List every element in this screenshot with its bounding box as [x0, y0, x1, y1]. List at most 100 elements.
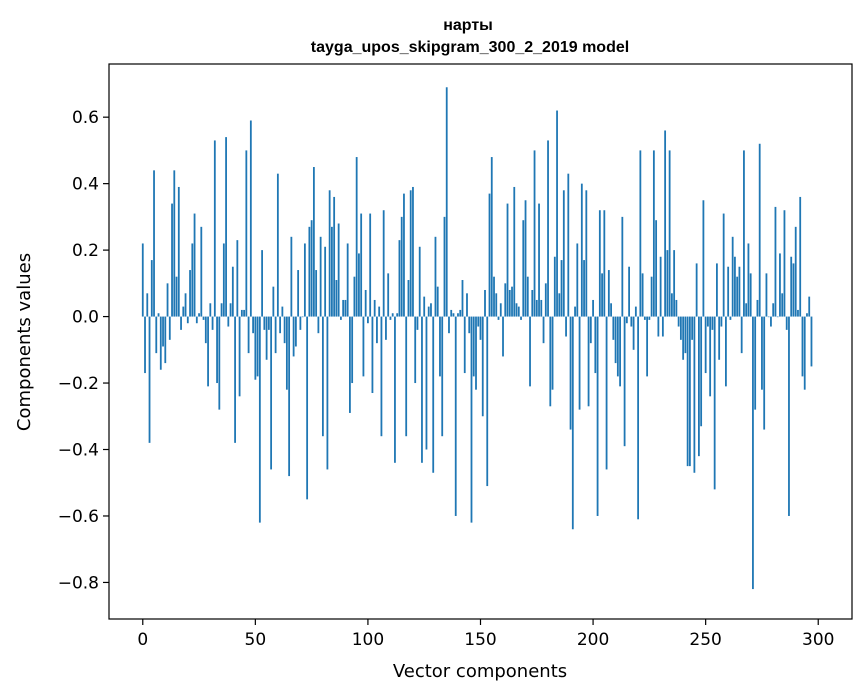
bar-294: [803, 316, 806, 390]
bar-95: [355, 157, 358, 317]
bar-253: [711, 316, 714, 330]
bar-235: [670, 293, 673, 317]
bar-185: [558, 293, 561, 317]
bar-176: [538, 203, 540, 317]
bar-228: [655, 220, 658, 317]
bar-26: [200, 226, 203, 317]
bar-214: [623, 316, 626, 447]
bar-200: [592, 299, 594, 317]
bar-149: [477, 316, 480, 327]
bar-238: [677, 316, 680, 327]
bar-108: [385, 316, 387, 340]
bar-23: [193, 213, 196, 317]
bar-241: [684, 316, 687, 354]
bar-94: [353, 276, 356, 317]
bar-83: [328, 190, 331, 317]
bar-135: [445, 87, 448, 317]
bar-138: [452, 313, 455, 317]
bar-207: [607, 270, 610, 317]
bar-255: [716, 263, 718, 317]
bar-128: [430, 303, 432, 317]
bar-42: [236, 240, 239, 317]
bar-198: [587, 316, 590, 407]
bar-275: [761, 316, 763, 390]
bar-173: [531, 289, 534, 317]
bar-2: [146, 293, 149, 317]
bar-125: [423, 296, 426, 317]
bar-116: [403, 193, 405, 317]
bar-159: [499, 303, 502, 317]
bar-48: [249, 120, 252, 317]
bar-32: [213, 140, 216, 317]
bar-104: [376, 316, 378, 344]
x-tick-label: 100: [352, 630, 384, 650]
bar-205: [603, 210, 606, 317]
bar-278: [767, 316, 770, 318]
bar-248: [700, 316, 703, 427]
bar-11: [166, 283, 169, 317]
bar-279: [770, 316, 772, 327]
bar-133: [441, 316, 444, 437]
bar-100: [367, 316, 369, 324]
bar-252: [709, 316, 712, 397]
bar-86: [335, 280, 338, 317]
bar-281: [774, 206, 777, 317]
bar-169: [522, 220, 525, 317]
bar-282: [776, 316, 779, 318]
bar-112: [394, 316, 396, 463]
bar-88: [340, 316, 342, 320]
bar-148: [475, 316, 477, 390]
bar-155: [490, 157, 493, 317]
bar-295: [806, 313, 808, 317]
bar-14: [173, 170, 176, 317]
bar-5: [153, 170, 155, 317]
x-tick-label: 300: [802, 630, 834, 650]
bar-102: [371, 316, 374, 394]
x-tick-label: 250: [689, 630, 721, 650]
bar-119: [409, 190, 412, 317]
bar-93: [351, 316, 354, 384]
bar-65: [288, 316, 291, 477]
bar-64: [285, 316, 288, 390]
bar-22: [191, 243, 194, 317]
bar-8: [159, 316, 162, 370]
bar-55: [265, 316, 268, 360]
bar-59: [274, 316, 277, 354]
bar-92: [349, 316, 351, 413]
bar-134: [443, 216, 446, 317]
bar-101: [369, 213, 372, 317]
bar-154: [488, 193, 491, 317]
bar-249: [702, 200, 705, 317]
bar-225: [648, 316, 651, 320]
bar-91: [346, 243, 349, 317]
x-tick-label: 0: [137, 630, 148, 650]
bar-247: [698, 316, 700, 457]
bar-288: [790, 256, 793, 317]
bar-190: [569, 316, 572, 430]
bar-79: [319, 236, 322, 317]
bar-244: [691, 316, 694, 340]
bar-84: [331, 226, 333, 317]
bar-37: [225, 137, 227, 317]
bar-131: [436, 286, 439, 317]
bar-19: [184, 293, 187, 317]
bar-89: [342, 299, 345, 317]
bar-196: [583, 260, 585, 317]
y-tick-label: −0.4: [58, 441, 99, 461]
bar-150: [479, 316, 482, 340]
bar-130: [434, 236, 437, 317]
bar-178: [542, 316, 545, 344]
bar-12: [168, 316, 171, 340]
bar-258: [722, 213, 725, 317]
bar-72: [303, 243, 306, 317]
bar-7: [157, 313, 160, 317]
bar-203: [598, 210, 601, 317]
bar-144: [466, 293, 468, 317]
bar-254: [713, 316, 716, 490]
bar-67: [292, 316, 295, 357]
bar-85: [333, 196, 336, 317]
bar-97: [360, 213, 363, 317]
bar-286: [785, 316, 788, 330]
bar-259: [725, 316, 727, 387]
bar-256: [718, 316, 721, 360]
